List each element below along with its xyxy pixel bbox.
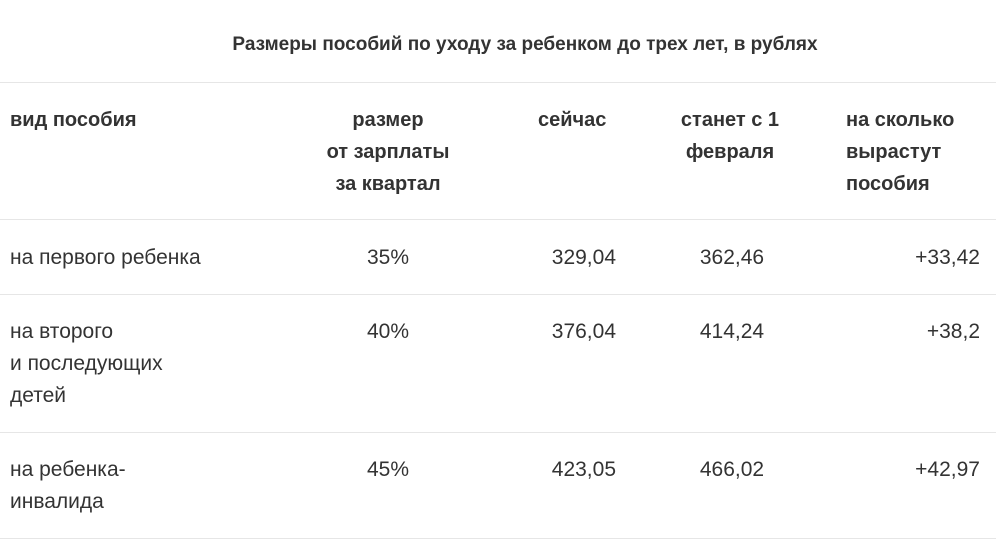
header-feb-line: февраля — [685, 141, 775, 163]
table-title: Размеры пособий по уходу за ребенком до … — [232, 34, 818, 55]
header-feb-line: станет с 1 — [680, 109, 780, 131]
divider — [0, 82, 996, 83]
table-row-now: 423,05 — [551, 458, 616, 481]
table-row-increase: +38,2 — [926, 320, 980, 343]
header-percent: размер от зарплаты за квартал — [290, 104, 486, 200]
table-row-now: 329,04 — [551, 246, 616, 269]
table-row-feb: 362,46 — [699, 246, 765, 269]
header-increase-line: вырастут — [846, 141, 942, 163]
header-now: сейчас — [538, 104, 628, 136]
row-type-line: и последующих — [10, 352, 163, 375]
header-now-line: сейчас — [538, 109, 607, 131]
row-type-line: на ребенка- — [10, 458, 126, 481]
table-row-increase: +42,97 — [915, 458, 980, 481]
table-row-type: на второго и последующих детей — [10, 316, 163, 412]
header-percent-line: от зарплаты — [326, 141, 450, 163]
header-increase: на сколько вырастут пособия — [846, 104, 986, 200]
table-row-percent: 45% — [366, 458, 410, 481]
table-row-percent: 40% — [366, 320, 410, 343]
table-row-feb: 466,02 — [699, 458, 765, 481]
divider — [0, 432, 996, 433]
row-type-line: на первого ребенка — [10, 246, 201, 269]
header-feb: станет с 1 февраля — [660, 104, 800, 168]
table-row-percent: 35% — [366, 246, 410, 269]
table-row-type: на ребенка- инвалида — [10, 454, 126, 518]
table-row-type: на первого ребенка — [10, 242, 201, 274]
table-row-now: 376,04 — [551, 320, 616, 343]
divider — [0, 219, 996, 220]
header-increase-line: пособия — [846, 173, 930, 195]
header-percent-line: размер — [352, 109, 424, 131]
table-row-feb: 414,24 — [699, 320, 765, 343]
divider — [0, 538, 996, 539]
divider — [0, 294, 996, 295]
row-type-line: на второго — [10, 320, 114, 343]
row-type-line: детей — [10, 384, 67, 407]
header-increase-line: на сколько — [846, 109, 955, 131]
header-percent-line: за квартал — [335, 173, 441, 195]
table-row-increase: +33,42 — [915, 246, 980, 269]
row-type-line: инвалида — [10, 490, 104, 513]
header-type-line: вид пособия — [10, 109, 137, 131]
header-type: вид пособия — [10, 104, 137, 136]
